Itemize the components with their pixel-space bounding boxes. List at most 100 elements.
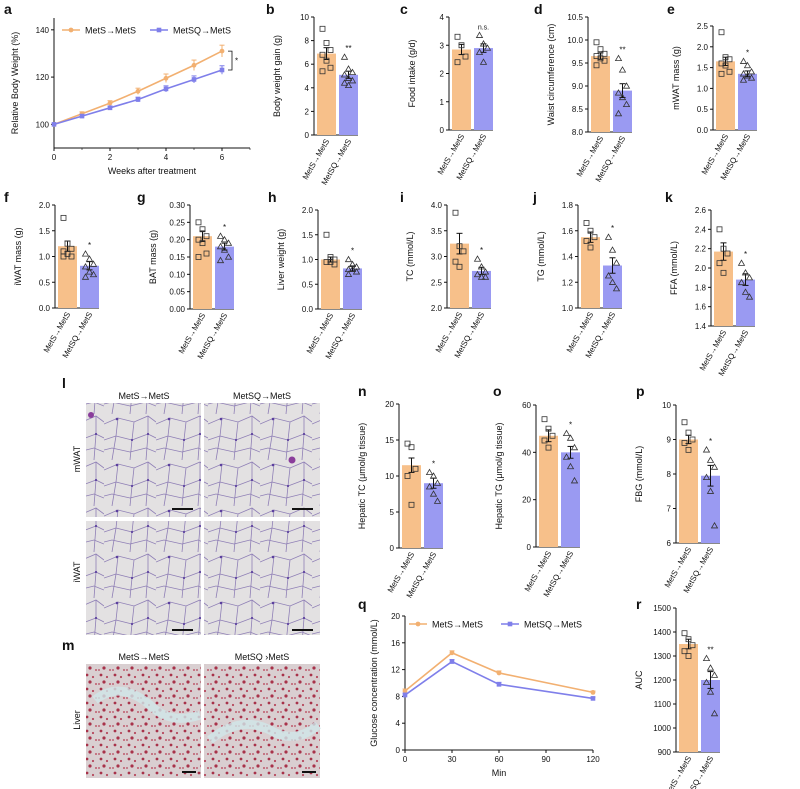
bar <box>714 251 733 326</box>
y-tick-label: 0.30 <box>169 201 185 210</box>
y-tick-label: 20 <box>391 612 400 621</box>
panel-label-g: g <box>137 189 146 205</box>
data-point <box>68 253 75 260</box>
bar <box>339 74 358 135</box>
data-point <box>191 77 197 82</box>
data-point <box>614 54 623 61</box>
data-point <box>710 671 719 678</box>
significance-label: * <box>709 437 712 446</box>
y-tick-label: 2.5 <box>431 278 443 287</box>
data-point <box>726 56 733 63</box>
data-point <box>344 255 353 263</box>
bar <box>561 452 580 547</box>
bar <box>321 259 340 309</box>
y-tick-label: 1000 <box>653 724 671 733</box>
significance-label: ** <box>345 44 351 53</box>
y-tick-label: 3.0 <box>431 253 443 262</box>
data-point <box>583 220 590 226</box>
data-point <box>618 66 627 73</box>
line-chart-q: 0 4 8 12 16 20 0 30 60 90 120 Min Glucose concentrat… <box>369 612 600 778</box>
data-point <box>135 97 141 102</box>
y-tick-label: 15 <box>385 436 394 445</box>
data-point <box>64 240 71 247</box>
legend-label: MetS→MetS <box>85 26 136 36</box>
panel-label-i: i <box>400 189 404 205</box>
data-point <box>89 260 98 267</box>
y-tick-label: 2.0 <box>697 43 709 52</box>
significance-label: * <box>480 246 483 255</box>
legend-marker <box>415 621 421 627</box>
data-point <box>689 436 696 443</box>
data-point <box>412 465 419 472</box>
series-line <box>404 660 594 700</box>
y-tick-label: 0.0 <box>39 304 51 313</box>
significance-label: * <box>744 250 747 259</box>
y-axis-label: TG (mmol/L) <box>536 231 546 282</box>
data-point <box>404 440 411 447</box>
data-point <box>344 270 353 277</box>
legend-label: MetSQ→MetS <box>524 620 582 630</box>
panel-label-k: k <box>665 189 673 205</box>
data-point <box>79 113 85 119</box>
y-axis-label: iWAT mass (g) <box>13 227 23 285</box>
y-tick-label: 2.0 <box>302 206 314 215</box>
y-tick-label: 1500 <box>653 604 671 613</box>
data-point <box>724 250 731 257</box>
data-point <box>323 231 330 238</box>
data-point <box>191 62 197 68</box>
data-point <box>622 100 631 107</box>
bar-chart-i: 2.02.53.03.54.0TC (mmol/L)MetS→MetSMetSQ… <box>405 201 491 360</box>
histo-row-mwat-label: mWAT <box>72 445 82 472</box>
significance-label: * <box>351 247 354 256</box>
data-point <box>702 654 711 661</box>
data-point <box>604 233 613 240</box>
data-point <box>720 269 727 276</box>
series-line <box>404 651 594 694</box>
data-point <box>219 67 225 73</box>
bar <box>701 475 720 543</box>
data-point <box>224 239 233 246</box>
y-axis-label: TC (mmol/L) <box>405 232 415 282</box>
x-axis-label: Min <box>492 768 507 778</box>
data-point <box>454 33 461 40</box>
data-point <box>404 473 411 479</box>
y-tick-label: 0.10 <box>169 270 185 279</box>
y-tick-label: 1.5 <box>697 64 709 73</box>
y-tick-label: 0.20 <box>169 236 185 245</box>
data-point <box>425 468 434 475</box>
data-point <box>456 243 463 250</box>
data-point <box>327 47 334 53</box>
data-point <box>319 68 326 75</box>
data-point <box>352 268 361 275</box>
significance-label: * <box>432 459 435 468</box>
panel-label-d: d <box>534 1 543 17</box>
y-axis-label: Hepatic TC (μmol/g tissue) <box>357 423 367 530</box>
y-tick-label: 1.8 <box>562 201 574 210</box>
data-point <box>402 692 408 698</box>
bar <box>581 237 600 308</box>
data-point <box>331 261 338 268</box>
y-tick-label: 1.0 <box>562 304 574 313</box>
data-point <box>323 259 330 265</box>
data-point <box>622 82 631 89</box>
data-point <box>722 62 729 69</box>
x-axis-label: Weeks after treatment <box>108 166 197 176</box>
data-point <box>319 51 326 58</box>
bar <box>424 483 443 548</box>
data-point <box>481 273 490 280</box>
significance-label: ** <box>707 645 713 654</box>
y-axis-label: Liver weight (g) <box>276 229 286 291</box>
data-point <box>549 432 556 439</box>
y-tick-label: 1.5 <box>39 227 51 236</box>
data-point <box>473 270 482 278</box>
y-tick-label: 1 <box>440 98 445 107</box>
panel-label-l: l <box>62 375 66 391</box>
data-point <box>224 253 233 260</box>
histology-liver-metsq <box>204 664 320 778</box>
y-tick-label: 2.0 <box>695 264 707 273</box>
data-point <box>702 473 711 481</box>
significance-label: ** <box>619 45 625 54</box>
y-tick-label: 4 <box>396 719 401 728</box>
